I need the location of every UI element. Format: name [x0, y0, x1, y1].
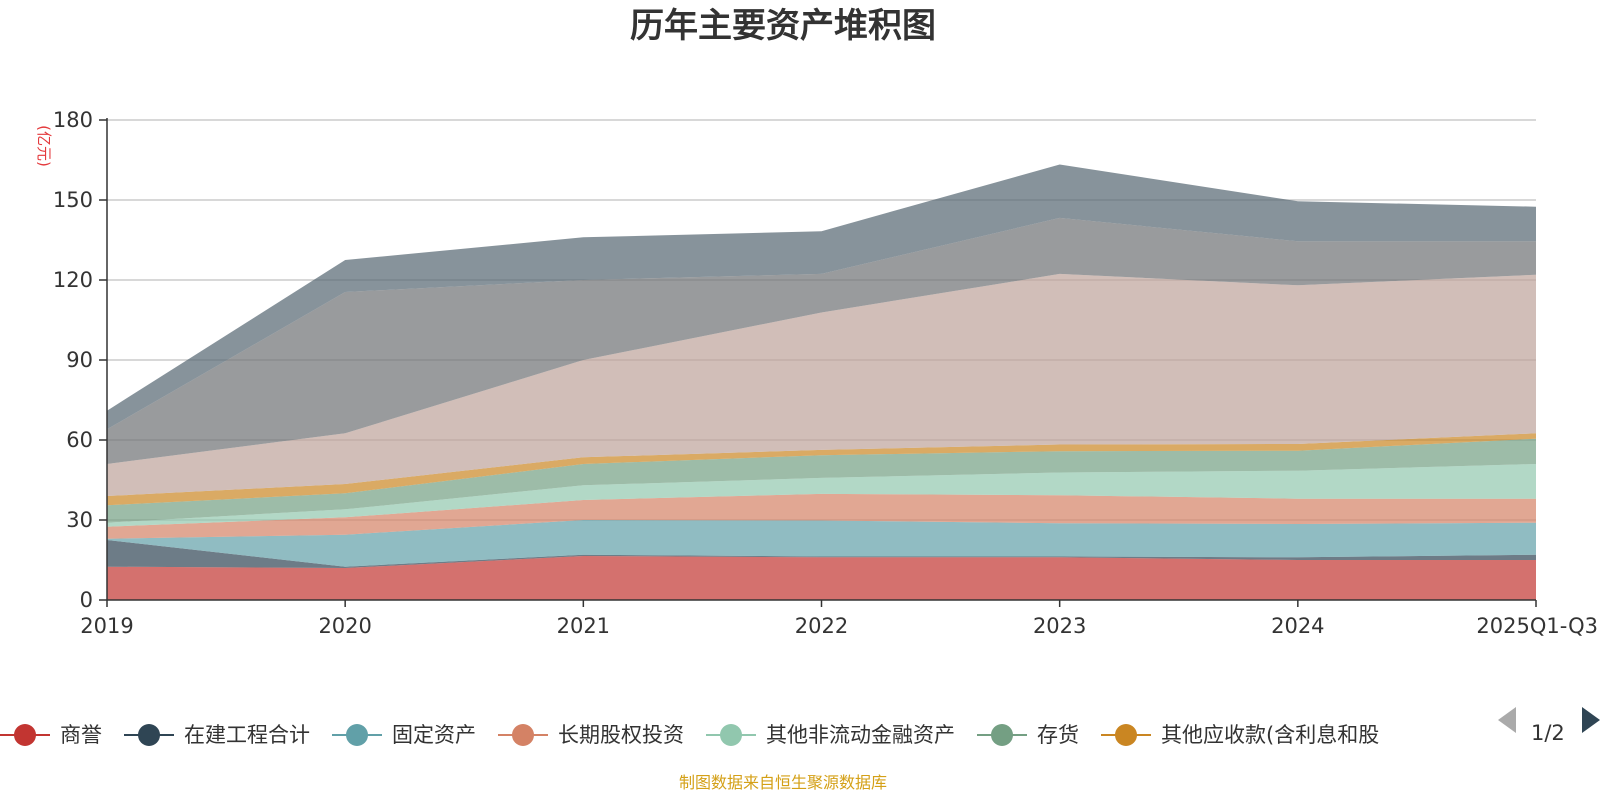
chart-title: 历年主要资产堆积图: [630, 6, 936, 46]
y-tick-label: 0: [80, 588, 93, 612]
legend-item[interactable]: 长期股权投资: [498, 723, 684, 747]
legend-next-icon[interactable]: [1582, 707, 1600, 733]
x-tick-label: 2022: [795, 614, 848, 638]
area-series-2[interactable]: [107, 520, 1536, 567]
legend-pager: 1/2: [1498, 707, 1600, 745]
legend-label: 长期股权投资: [558, 723, 684, 747]
legend-label: 存货: [1037, 723, 1079, 747]
x-tick-label: 2024: [1271, 614, 1324, 638]
y-tick-label: 90: [66, 348, 93, 372]
x-tick-label: 2020: [318, 614, 371, 638]
legend-marker-icon: [1115, 724, 1137, 746]
y-tick-labels: 0 30 60 90 120 150 180: [53, 108, 93, 612]
legend-marker-icon: [14, 724, 36, 746]
x-tick-label: 2021: [557, 614, 610, 638]
legend-item[interactable]: 在建工程合计: [124, 723, 310, 747]
legend-item[interactable]: 固定资产: [332, 723, 476, 747]
legend-marker-icon: [991, 724, 1013, 746]
area-series-5[interactable]: [107, 438, 1536, 523]
legend-item[interactable]: 其他应收款(含利息和股: [1101, 723, 1379, 747]
x-tick-label: 2023: [1033, 614, 1086, 638]
area-series-7[interactable]: [107, 273, 1536, 496]
legend-item[interactable]: 其他非流动金融资产: [706, 723, 955, 747]
y-tick-label: 150: [53, 188, 93, 212]
area-series-4[interactable]: [107, 464, 1536, 527]
y-tick-label: 120: [53, 268, 93, 292]
legend-marker-icon: [346, 724, 368, 746]
legend-marker-icon: [512, 724, 534, 746]
legend-label: 在建工程合计: [184, 723, 310, 747]
legend-label: 固定资产: [392, 723, 476, 747]
y-tick-label: 180: [53, 108, 93, 132]
area-series-1[interactable]: [107, 540, 1536, 568]
legend-marker-icon: [138, 724, 160, 746]
y-tick-label: 60: [66, 428, 93, 452]
data-source-note: 制图数据来自恒生聚源数据库: [679, 773, 887, 792]
legend-page-indicator: 1/2: [1531, 721, 1565, 745]
y-tick-label: 30: [66, 508, 93, 532]
legend-item[interactable]: 存货: [977, 723, 1079, 747]
x-tick-labels: 2019 2020 2021 2022 2023 2024 2025Q1-Q3: [80, 614, 1598, 638]
area-series-3[interactable]: [107, 493, 1536, 539]
legend: 商誉 在建工程合计 固定资产 长期股权投资 其他非流动金融资产 存货 其他应收款(含利息和股: [0, 723, 1379, 747]
area-series-6[interactable]: [107, 433, 1536, 506]
y-axis-unit: (亿元): [35, 125, 53, 167]
axes: [106, 118, 1537, 607]
x-tick-label: 2019: [80, 614, 133, 638]
legend-prev-icon[interactable]: [1498, 707, 1516, 733]
area-series-8[interactable]: [107, 217, 1536, 464]
legend-item[interactable]: 商誉: [0, 723, 102, 747]
stacked-areas: [107, 164, 1536, 600]
x-tick-label: 2025Q1-Q3: [1476, 614, 1598, 638]
legend-label: 其他应收款(含利息和股: [1161, 723, 1379, 747]
legend-label: 商誉: [60, 723, 102, 747]
area-series-0[interactable]: [107, 556, 1536, 600]
legend-label: 其他非流动金融资产: [766, 723, 955, 747]
legend-marker-icon: [720, 724, 742, 746]
